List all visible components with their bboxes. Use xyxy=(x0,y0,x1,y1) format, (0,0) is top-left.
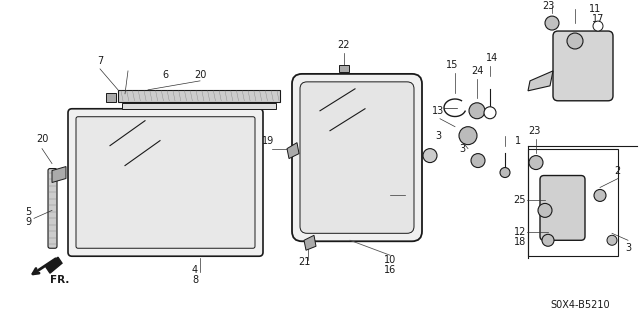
Text: 14: 14 xyxy=(486,53,498,63)
Circle shape xyxy=(545,16,559,30)
Text: 7: 7 xyxy=(97,56,103,66)
Text: 21: 21 xyxy=(298,257,310,267)
Text: 8: 8 xyxy=(192,275,198,285)
Text: 15: 15 xyxy=(446,60,458,70)
Text: 2: 2 xyxy=(614,166,620,175)
Polygon shape xyxy=(52,167,66,182)
Text: FR.: FR. xyxy=(50,275,69,285)
Text: 19: 19 xyxy=(262,136,274,146)
Text: 16: 16 xyxy=(384,265,396,275)
Text: S0X4-B5210: S0X4-B5210 xyxy=(550,300,610,310)
Bar xyxy=(528,149,618,256)
Text: 5: 5 xyxy=(25,207,31,217)
Circle shape xyxy=(538,204,552,217)
Bar xyxy=(118,90,280,102)
Text: 3: 3 xyxy=(459,144,465,154)
FancyBboxPatch shape xyxy=(76,117,255,248)
Text: 3: 3 xyxy=(625,243,631,253)
Circle shape xyxy=(594,189,606,201)
Circle shape xyxy=(567,33,583,49)
Text: 9: 9 xyxy=(25,217,31,227)
Text: 18: 18 xyxy=(514,237,526,247)
Text: 22: 22 xyxy=(338,40,350,50)
Circle shape xyxy=(484,107,496,119)
Polygon shape xyxy=(287,143,299,159)
Text: 10: 10 xyxy=(384,255,396,265)
Text: 20: 20 xyxy=(194,70,206,80)
Bar xyxy=(339,65,349,72)
Polygon shape xyxy=(304,235,316,250)
Circle shape xyxy=(593,21,603,31)
Text: 13: 13 xyxy=(432,106,444,116)
Text: 3: 3 xyxy=(435,131,441,141)
Bar xyxy=(106,93,116,102)
Text: 23: 23 xyxy=(528,126,540,136)
Text: 20: 20 xyxy=(36,134,48,144)
Circle shape xyxy=(542,234,554,246)
Polygon shape xyxy=(528,71,553,91)
FancyBboxPatch shape xyxy=(300,82,414,233)
FancyBboxPatch shape xyxy=(292,74,422,241)
FancyBboxPatch shape xyxy=(68,109,263,256)
Text: 17: 17 xyxy=(592,14,604,24)
Circle shape xyxy=(423,149,437,163)
Text: 23: 23 xyxy=(542,1,554,11)
FancyBboxPatch shape xyxy=(553,31,613,101)
Text: 1: 1 xyxy=(515,136,521,146)
Polygon shape xyxy=(46,257,62,273)
Text: 11: 11 xyxy=(589,4,601,14)
Circle shape xyxy=(529,156,543,169)
Text: 4: 4 xyxy=(192,265,198,275)
Circle shape xyxy=(471,153,485,167)
Circle shape xyxy=(607,235,617,245)
Text: 6: 6 xyxy=(162,70,168,80)
Bar xyxy=(122,103,276,109)
Text: 25: 25 xyxy=(514,196,526,205)
FancyBboxPatch shape xyxy=(540,175,585,240)
FancyBboxPatch shape xyxy=(48,168,57,248)
Text: 12: 12 xyxy=(514,227,526,237)
Circle shape xyxy=(500,167,510,177)
Circle shape xyxy=(469,103,485,119)
Text: 24: 24 xyxy=(471,66,483,76)
Circle shape xyxy=(459,127,477,145)
